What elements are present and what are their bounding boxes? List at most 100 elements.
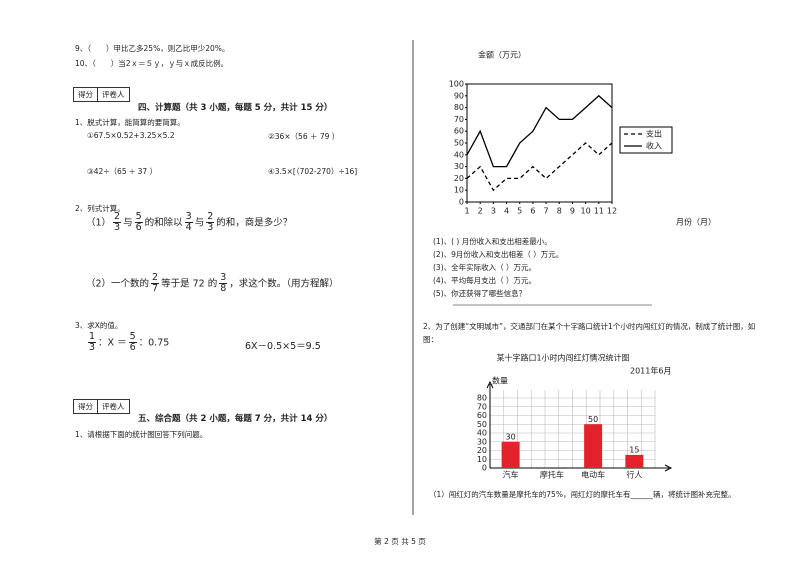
question: 1、脱式计算，能简算的要简算。 [75,118,185,127]
x-tick-label: 3 [491,207,496,216]
y-tick-label: 0 [459,198,464,207]
calc-item: ②36×（56 ＋ 79 ） [268,132,340,141]
bar [625,454,644,468]
denominator: 7 [152,283,159,295]
x-tick-label: 5 [517,207,522,216]
section-title: 四、计算题（共 3 小题，每题 5 分，共计 15 分） [138,103,333,113]
question: 9、（ ）甲比乙多25%，则乙比甲少20%。 [75,44,230,53]
value-label: 30 [506,432,516,441]
y-tick-label: 50 [454,139,464,148]
text-segment: 的和，商是多少？ [216,217,293,229]
footer: 第 2 页 共 5 页 [374,537,426,546]
score-box: 得分 评卷人 [73,87,130,102]
sub-question: (2)、9月份收入和支出相差（ ）万元。 [433,250,564,259]
text-segment: ：X ＝ [98,337,127,349]
series-line [466,94,613,168]
equation: 6X－0.5×5＝9.5 [245,341,321,352]
x-tick-label: 4 [504,207,509,216]
y-tick-label: 0 [482,464,487,473]
text-segment: ，求这个数。（用方程解） [229,278,339,290]
x-tick-label: 8 [557,207,562,216]
y-tick-label: 100 [449,80,464,89]
y-tick-label: 20 [454,174,464,183]
sub-question: (4)、平均每月支出（ ）万元。 [433,276,537,285]
x-tick-label: 10 [581,207,591,216]
question: 2、为了创建“文明城市”，交通部门在某个十字路口统计1个小时内闯红灯的情况，制成… [423,322,756,344]
y-tick-label: 60 [477,411,487,420]
y-tick-label: 70 [454,115,464,124]
numerator: 1 [88,331,97,344]
text-segment: ：0.75 [138,337,170,349]
x-tick-label: 1 [464,207,469,216]
text-segment: （1） [86,217,112,229]
bar [501,441,520,468]
denominator: 3 [89,342,96,354]
question-line: （2）一个数的 2 7 等于是 72 的 3 8 ，求这个数。（用方程解） [86,272,339,295]
text-segment: 等于是 72 的 [161,278,218,290]
numerator: 5 [128,331,137,344]
bar-subtitle: 2011年6月 [630,366,671,376]
equation: 1 3 ：X ＝ 5 6 ：0.75 [86,331,170,354]
bar-title: 某十字路口1小时内闯红灯情况统计图 [496,353,629,363]
y-tick-label: 80 [477,394,487,403]
y-arrow [486,380,494,389]
sub-question: (5)、你还获得了哪些信息？ [433,289,527,298]
numerator: 5 [134,211,143,224]
y-tick-label: 70 [477,402,487,411]
x-tick-label: 电动车 [581,470,605,480]
series-line [466,142,613,192]
numerator: 3 [219,272,228,285]
y-tick-label: 80 [454,103,464,112]
numerator: 2 [206,211,215,224]
plot-frame [466,83,613,203]
text-segment: 与 [123,217,133,229]
value-label: 50 [588,415,598,424]
text-segment: （2）一个数的 [86,278,150,290]
denominator: 3 [207,222,214,234]
question: 10、（ ）当2ｘ＝５ｙ，ｙ与ｘ成反比例。 [75,59,229,68]
calc-item: ③42÷（65 ÷ 37 ） [87,167,158,176]
denominator: 6 [129,342,136,354]
y-tick-label: 10 [454,186,464,195]
x-tick-label: 12 [607,207,617,216]
x-tick-label: 7 [544,207,549,216]
question: （1）闯红灯的汽车数量是摩托车的75%，闯红灯的摩托车有______辆，将统计图… [429,490,736,499]
sub-question: (1)、( ) 月份收入和支出相差最小。 [433,237,552,246]
score-box: 得分 评卷人 [73,399,130,414]
text-segment: 的和除以 [144,217,183,229]
y-tick-label: 90 [454,91,464,100]
x-axis-title: 月份（月） [676,217,716,227]
y-tick-label: 50 [477,420,487,429]
question: 2、列式计算。 [75,204,125,213]
y-tick-label: 30 [477,437,487,446]
numerator: 2 [113,211,122,224]
y-tick-label: 30 [454,162,464,171]
section-title: 五、综合题（共 2 小题，每题 7 分，共计 14 分） [138,414,333,424]
denominator: 4 [185,222,192,234]
question: 3、求X的值。 [75,321,123,330]
bar [584,424,603,468]
x-tick-label: 11 [594,207,604,216]
y-tick-label: 60 [454,127,464,136]
x-arrow [664,464,673,472]
grader: 评卷人 [97,88,129,101]
denominator: 3 [114,222,121,234]
question-line: （1） 2 3 与 5 6 的和除以 3 4 与 2 3 的和，商是多少？ [86,211,293,234]
denominator: 6 [135,222,142,234]
score: 得分 [78,90,93,99]
legend-label: 收入 [646,141,662,151]
x-tick-label: 2 [478,207,483,216]
legend-box [619,126,673,154]
x-tick-label: 9 [570,207,575,216]
y-tick-label: 20 [477,446,487,455]
